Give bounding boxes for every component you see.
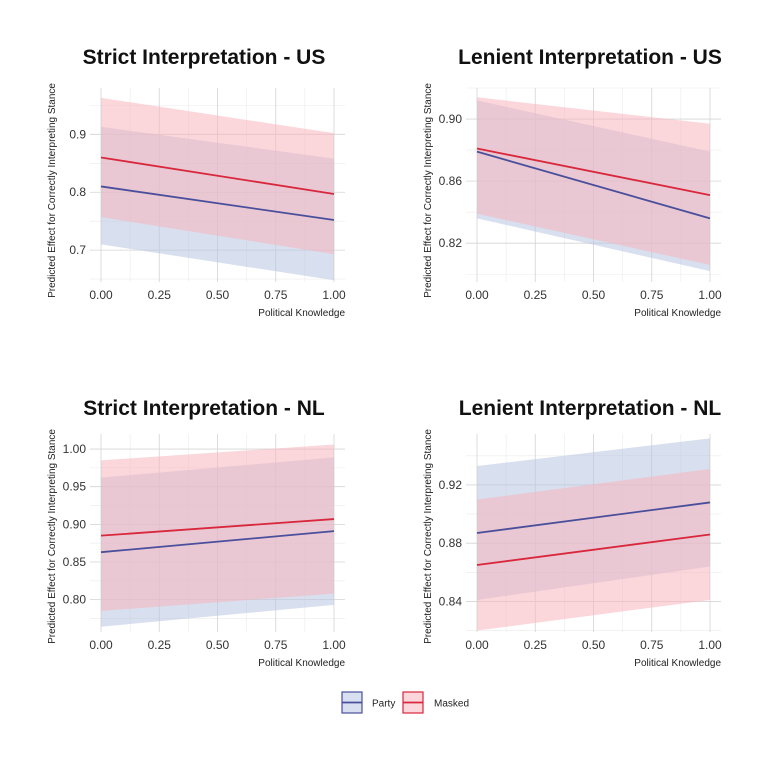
x-tick-label: 0.50	[206, 288, 230, 302]
panel-1: Strict Interpretation - US 0.7 0.8 0.9 0.00 0…	[47, 46, 346, 319]
series-line-masked	[476, 147, 711, 196]
legend: Party Masked	[341, 691, 469, 714]
legend-item-masked: Masked	[402, 691, 469, 714]
x-tick-label: 0.00	[465, 288, 489, 302]
y-axis-label: Predicted Effect for Correctly Interpret…	[47, 429, 58, 644]
series-line-party	[100, 185, 335, 221]
x-tick-label: 1.00	[698, 638, 722, 652]
y-axis-label: Predicted Effect for Correctly Interpret…	[423, 429, 434, 644]
y-axis-label: Predicted Effect for Correctly Interpret…	[423, 83, 434, 298]
ci-band-masked	[477, 97, 710, 265]
chart-title: Lenient Interpretation - US	[458, 46, 722, 69]
y-tick-label: 0.86	[439, 174, 463, 188]
chart-title: Strict Interpretation - NL	[83, 397, 325, 420]
x-tick-label: 0.00	[89, 638, 113, 652]
series-line-masked	[476, 533, 711, 566]
series-line-party	[100, 530, 335, 554]
x-tick-label: 0.50	[206, 638, 230, 652]
panel-2: Lenient Interpretation - US 0.82 0.86 0.90 0…	[423, 46, 722, 319]
legend-item-party: Party	[341, 691, 395, 714]
x-tick-label: 0.75	[264, 288, 288, 302]
chart-title: Strict Interpretation - US	[83, 46, 326, 69]
series-line-masked	[100, 156, 335, 195]
y-tick-label: 0.84	[439, 594, 463, 608]
x-tick-label: 0.25	[148, 288, 172, 302]
x-tick-label: 0.25	[148, 638, 172, 652]
legend-label: Party	[372, 699, 395, 710]
y-axis-label: Predicted Effect for Correctly Interpret…	[47, 83, 58, 298]
series-line-party	[476, 501, 711, 534]
x-axis-label: Political Knowledge	[634, 308, 721, 319]
y-tick-label: 0.90	[63, 517, 87, 531]
x-tick-label: 1.00	[322, 638, 346, 652]
y-tick-label: 0.88	[439, 536, 463, 550]
x-tick-label: 1.00	[698, 288, 722, 302]
x-tick-label: 1.00	[322, 288, 346, 302]
series-line-masked	[100, 518, 335, 537]
y-tick-label: 0.7	[69, 243, 86, 257]
y-tick-label: 0.9	[69, 127, 86, 141]
x-tick-label: 0.00	[465, 638, 489, 652]
y-tick-label: 0.95	[63, 480, 87, 494]
legend-label: Masked	[434, 699, 469, 710]
y-tick-label: 1.00	[63, 442, 87, 456]
x-axis-label: Political Knowledge	[258, 308, 345, 319]
chart-title: Lenient Interpretation - NL	[459, 397, 722, 420]
y-tick-label: 0.92	[439, 478, 463, 492]
x-tick-label: 0.50	[582, 638, 606, 652]
x-tick-label: 0.25	[524, 288, 548, 302]
y-tick-label: 0.8	[69, 185, 86, 199]
panel-3: Strict Interpretation - NL 0.80 0.85 0.90 0.…	[47, 397, 346, 669]
series-line-party	[476, 150, 711, 220]
panel-4: Lenient Interpretation - NL 0.84 0.88 0.92 0…	[423, 397, 722, 669]
y-tick-label: 0.82	[439, 236, 463, 250]
x-tick-label: 0.50	[582, 288, 606, 302]
y-tick-label: 0.90	[439, 112, 463, 126]
y-tick-label: 0.80	[63, 593, 87, 607]
y-tick-label: 0.85	[63, 555, 87, 569]
x-axis-label: Political Knowledge	[258, 658, 345, 669]
x-tick-label: 0.25	[524, 638, 548, 652]
x-tick-label: 0.75	[264, 638, 288, 652]
x-tick-label: 0.75	[640, 288, 664, 302]
x-tick-label: 0.00	[89, 288, 113, 302]
x-tick-label: 0.75	[640, 638, 664, 652]
x-axis-label: Political Knowledge	[634, 658, 721, 669]
